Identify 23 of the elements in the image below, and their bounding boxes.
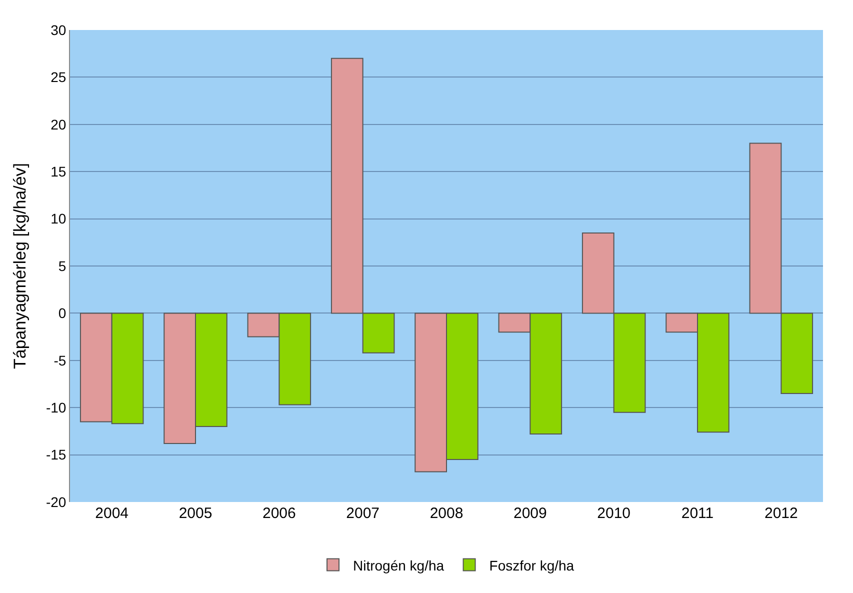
y-tick-label: -5 bbox=[54, 352, 66, 368]
x-tick-label: 2008 bbox=[430, 505, 464, 522]
x-tick-label: 2010 bbox=[597, 505, 631, 522]
y-tick-label: 15 bbox=[50, 164, 66, 180]
y-tick-label: 25 bbox=[50, 69, 66, 86]
legend-label: Nitrogén kg/ha bbox=[353, 557, 444, 574]
y-tick-label: 0 bbox=[58, 305, 66, 322]
x-tick-label: 2005 bbox=[178, 505, 212, 522]
y-axis-title: Tápanyagmérleg [kg/ha/év] bbox=[10, 162, 30, 370]
x-tick-label: 2007 bbox=[346, 505, 380, 522]
x-tick-label: 2009 bbox=[513, 505, 547, 522]
y-tick-label: 30 bbox=[50, 22, 66, 38]
y-tick-label: 20 bbox=[50, 116, 66, 132]
x-tick-label: 2011 bbox=[681, 505, 714, 522]
x-tick-label: 2006 bbox=[262, 505, 296, 522]
y-tick-label: -15 bbox=[46, 446, 66, 463]
y-tick-label: -20 bbox=[46, 494, 66, 510]
y-tick-label: 5 bbox=[58, 258, 66, 274]
x-tick-label: 2004 bbox=[95, 505, 129, 522]
legend-label: Foszfor kg/ha bbox=[489, 557, 574, 574]
y-tick-label: 10 bbox=[50, 210, 66, 227]
y-tick-label: -10 bbox=[46, 400, 66, 416]
x-tick-label: 2012 bbox=[764, 505, 798, 522]
